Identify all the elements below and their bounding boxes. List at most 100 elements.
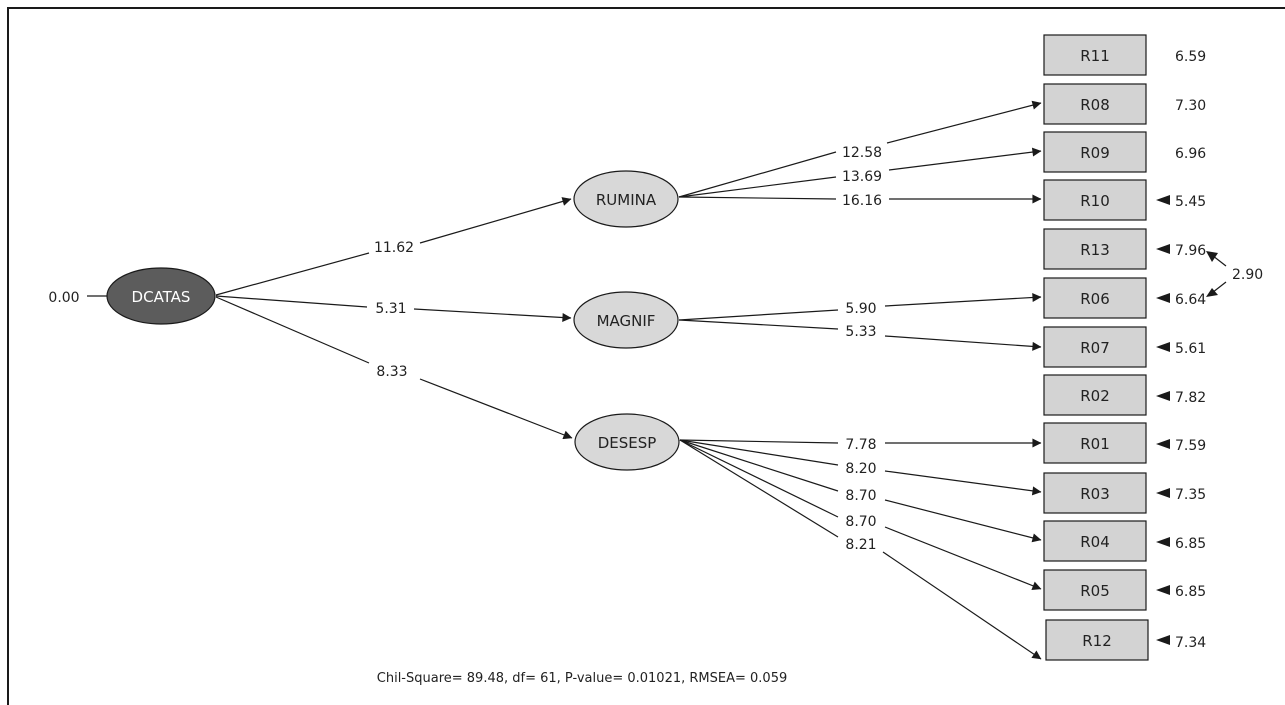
loading-label: 13.69 xyxy=(842,169,882,185)
observed-box-r03 xyxy=(1043,472,1147,514)
loading-label: 16.16 xyxy=(842,193,882,209)
path-rumina-r09-2 xyxy=(888,147,1042,171)
latent-magnif xyxy=(573,291,679,349)
observed-label: R11 xyxy=(1080,47,1110,65)
loading-label: 11.62 xyxy=(374,240,414,256)
loading-label: 8.21 xyxy=(845,537,876,553)
observed-label: R08 xyxy=(1080,96,1110,114)
error-variance: 7.82 xyxy=(1175,390,1206,406)
path-rumina-r10 xyxy=(678,196,837,200)
observed-label: R01 xyxy=(1080,435,1110,453)
latent-magnif-label: MAGNIF xyxy=(597,312,656,330)
path-desesp-r12-2 xyxy=(882,551,1042,660)
observed-box-r01 xyxy=(1043,422,1147,464)
error-arrowhead xyxy=(1156,293,1170,303)
error-arrowhead xyxy=(1156,585,1170,595)
loading-label: 5.90 xyxy=(845,301,876,317)
path-desesp-r04-2 xyxy=(884,499,1042,543)
loading-label: 5.31 xyxy=(375,301,406,317)
loading-label: 8.20 xyxy=(845,461,876,477)
loading-label: 5.33 xyxy=(845,324,876,340)
path-magnif-r07 xyxy=(678,319,839,330)
path-magnif-r06 xyxy=(678,309,839,321)
observed-label: R10 xyxy=(1080,192,1110,210)
observed-label: R02 xyxy=(1080,387,1110,405)
error-variance: 6.85 xyxy=(1175,536,1206,552)
observed-label: R07 xyxy=(1080,339,1110,357)
error-variance: 7.35 xyxy=(1175,487,1206,503)
loading-label: 8.70 xyxy=(845,488,876,504)
loading-label: 12.58 xyxy=(842,145,882,161)
path-magnif-r06-2 xyxy=(884,292,1042,307)
error-variance: 5.61 xyxy=(1175,341,1206,357)
latent-desesp-label: DESESP xyxy=(598,434,657,452)
observed-label: R05 xyxy=(1080,582,1110,600)
path-desesp-r05-2 xyxy=(884,526,1042,591)
path-dcatas-rumina-2 xyxy=(419,197,572,244)
observed-items: R11 6.59 R08 7.30 R09 6.96 R10 5.45 R13 … xyxy=(1043,34,1206,661)
error-arrowhead xyxy=(1156,635,1170,645)
observed-box-r10 xyxy=(1043,179,1147,221)
error-arrowhead xyxy=(1156,244,1170,254)
path-dcatas-rumina xyxy=(215,252,370,296)
loading-label: 8.33 xyxy=(376,364,407,380)
latent-rumina-label: RUMINA xyxy=(596,191,657,209)
observed-box-r13 xyxy=(1043,228,1147,270)
observed-box-r12 xyxy=(1045,619,1149,661)
observed-box-r11 xyxy=(1043,34,1147,76)
observed-box-r05 xyxy=(1043,569,1147,611)
latent-desesp xyxy=(574,413,680,471)
variance-label: 0.00 xyxy=(48,290,79,306)
error-arrowhead xyxy=(1156,488,1170,498)
observed-label: R04 xyxy=(1080,533,1110,551)
observed-box-r08 xyxy=(1043,83,1147,125)
path-dcatas-magnif xyxy=(215,295,368,308)
path-desesp-r05 xyxy=(679,439,839,518)
observed-label: R06 xyxy=(1080,290,1110,308)
observed-label: R09 xyxy=(1080,144,1110,162)
path-dcatas-magnif-2 xyxy=(413,308,572,323)
error-variance: 6.64 xyxy=(1175,292,1206,308)
observed-label: R03 xyxy=(1080,485,1110,503)
observed-box-r02 xyxy=(1043,374,1147,416)
error-variance: 7.96 xyxy=(1175,243,1206,259)
error-arrowhead xyxy=(1156,537,1170,547)
path-desesp-r12 xyxy=(679,439,839,538)
latent-rumina xyxy=(573,170,679,228)
path-desesp-r03-2 xyxy=(884,470,1042,496)
error-variance: 6.59 xyxy=(1175,49,1206,65)
path-desesp-r04 xyxy=(679,439,839,492)
error-arrowhead xyxy=(1156,342,1170,352)
observed-box-r06 xyxy=(1043,277,1147,319)
error-variance: 7.30 xyxy=(1175,98,1206,114)
path-desesp-r01 xyxy=(679,439,839,444)
covariance-arrowhead-bottom xyxy=(1206,288,1218,297)
path-rumina-r09 xyxy=(678,176,837,198)
path-rumina-r08 xyxy=(678,151,837,198)
loading-label: 8.70 xyxy=(845,514,876,530)
covariance-label: 2.90 xyxy=(1232,267,1263,283)
observed-label: R13 xyxy=(1080,241,1110,259)
path-magnif-r07-2 xyxy=(884,335,1042,351)
covariance-arrowhead-top xyxy=(1206,251,1218,262)
error-arrowhead xyxy=(1156,391,1170,401)
error-arrowhead xyxy=(1156,195,1170,205)
path-desesp-r03 xyxy=(679,439,839,466)
latent-dcatas-label: DCATAS xyxy=(132,288,191,306)
path-dcatas-desesp xyxy=(215,296,370,364)
fit-statistics: Chil-Square= 89.48, df= 61, P-value= 0.0… xyxy=(377,671,787,686)
error-variance: 6.96 xyxy=(1175,146,1206,162)
observed-box-r09 xyxy=(1043,131,1147,173)
error-variance: 7.59 xyxy=(1175,438,1206,454)
path-dcatas-desesp-2 xyxy=(419,378,573,440)
loading-label: 7.78 xyxy=(845,437,876,453)
error-variance: 5.45 xyxy=(1175,194,1206,210)
error-arrowhead xyxy=(1156,439,1170,449)
error-variance: 6.85 xyxy=(1175,584,1206,600)
observed-box-r07 xyxy=(1043,326,1147,368)
diagram-border xyxy=(7,7,1285,705)
path-rumina-r08-2 xyxy=(886,100,1042,144)
observed-label: R12 xyxy=(1082,632,1112,650)
error-variance: 7.34 xyxy=(1175,635,1206,651)
